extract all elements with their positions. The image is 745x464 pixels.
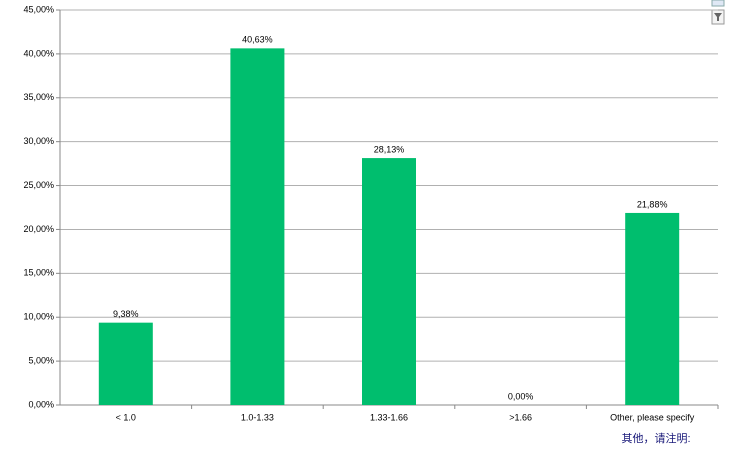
x-tick-label: >1.66 (509, 412, 532, 422)
x-tick-label: Other, please specify (610, 412, 695, 422)
y-tick-label: 30,00% (23, 136, 54, 146)
x-tick-label: 1.33-1.66 (370, 412, 408, 422)
data-label: 40,63% (242, 35, 273, 45)
y-tick-label: 0,00% (28, 399, 54, 409)
y-tick-label: 15,00% (23, 268, 54, 278)
data-label: 28,13% (374, 144, 405, 154)
bar (98, 322, 153, 405)
data-label: 0,00% (508, 391, 534, 401)
bar (625, 212, 680, 405)
x-tick-label: < 1.0 (116, 412, 136, 422)
filter-glyph (714, 13, 722, 21)
y-tick-label: 40,00% (23, 48, 54, 58)
y-tick-label: 45,00% (23, 4, 54, 14)
y-tick-label: 35,00% (23, 92, 54, 102)
data-label: 9,38% (113, 309, 139, 319)
x-tick-label: 1.0-1.33 (241, 412, 274, 422)
y-tick-label: 5,00% (28, 355, 54, 365)
annotation: 其他，请注明: (621, 431, 690, 445)
y-tick-label: 10,00% (23, 312, 54, 322)
bar (230, 48, 285, 406)
bar (362, 158, 416, 405)
y-tick-label: 25,00% (23, 180, 54, 190)
y-tick-label: 20,00% (23, 224, 54, 234)
data-label: 21,88% (637, 199, 668, 209)
icon[interactable] (711, 0, 725, 7)
